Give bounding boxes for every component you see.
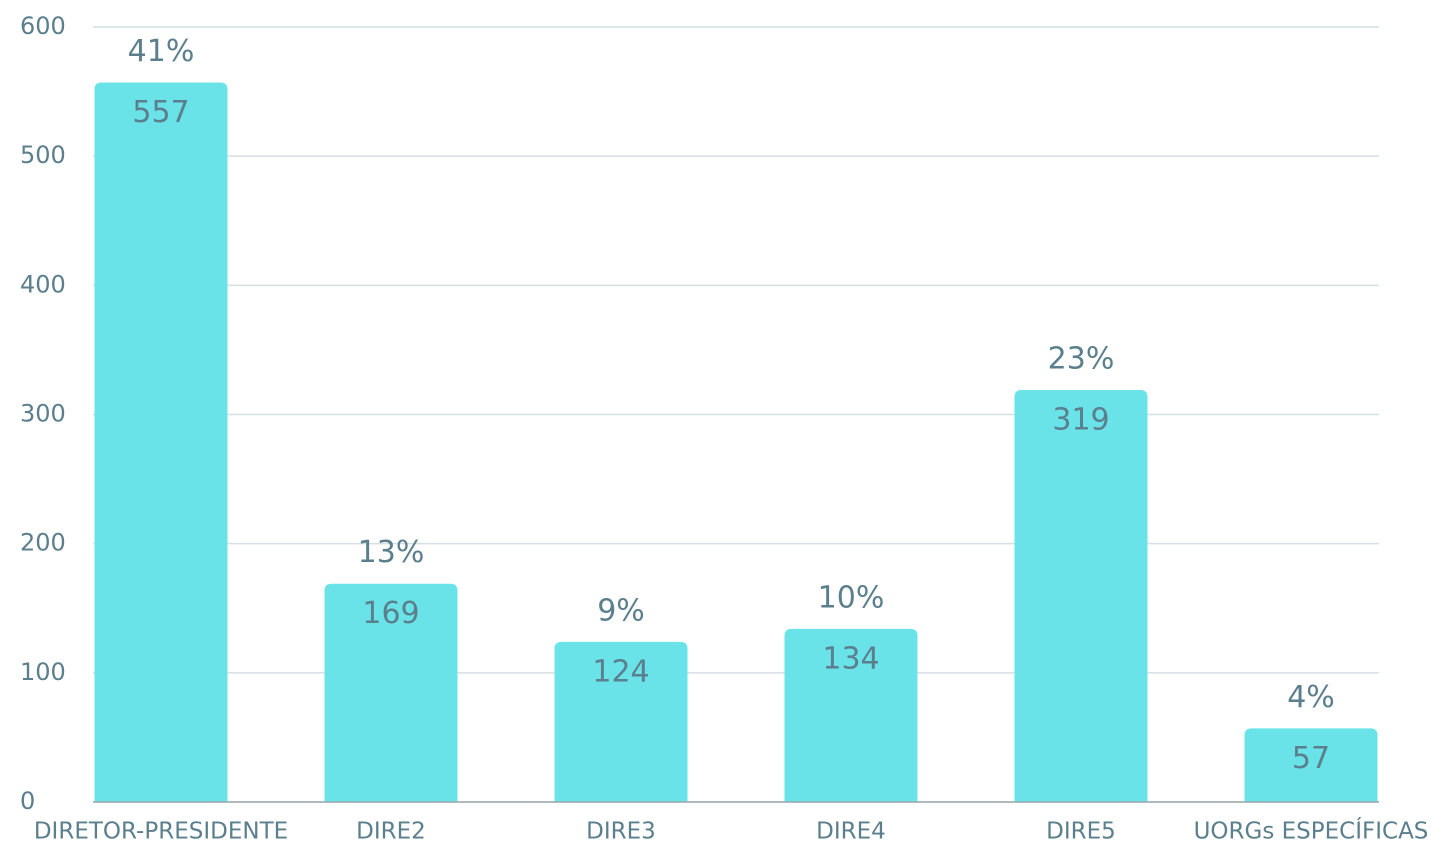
percent-label: 4% <box>1287 680 1335 715</box>
percent-label: 9% <box>597 593 645 628</box>
y-tick-label: 600 <box>20 12 66 40</box>
percent-label: 13% <box>358 535 425 570</box>
x-tick-label: DIRE3 <box>586 819 656 844</box>
y-tick-label: 100 <box>20 658 66 686</box>
value-label: 319 <box>1052 402 1109 437</box>
bar <box>1244 728 1378 802</box>
value-label: 134 <box>822 641 879 676</box>
bar <box>1014 389 1148 802</box>
value-label: 169 <box>362 596 419 631</box>
bar <box>94 82 228 802</box>
y-tick-label: 400 <box>20 270 66 298</box>
y-tick-label: 0 <box>20 787 35 815</box>
y-tick-label: 500 <box>20 141 66 169</box>
bar <box>554 641 688 802</box>
value-label: 124 <box>592 654 649 689</box>
x-tick-label: DIRETOR-PRESIDENTE <box>34 819 288 844</box>
bar <box>784 628 918 802</box>
bar <box>324 583 458 802</box>
x-tick-label: DIRE5 <box>1046 819 1116 844</box>
y-tick-label: 300 <box>20 400 66 428</box>
value-label: 57 <box>1292 741 1330 776</box>
y-tick-label: 200 <box>20 529 66 557</box>
x-tick-label: DIRE4 <box>816 819 886 844</box>
percent-label: 41% <box>128 34 195 69</box>
percent-label: 23% <box>1048 341 1115 376</box>
x-tick-label: DIRE2 <box>356 819 426 844</box>
value-label: 557 <box>132 95 189 130</box>
percent-label: 10% <box>818 580 885 615</box>
x-tick-label: UORGs ESPECÍFICAS <box>1194 817 1429 844</box>
